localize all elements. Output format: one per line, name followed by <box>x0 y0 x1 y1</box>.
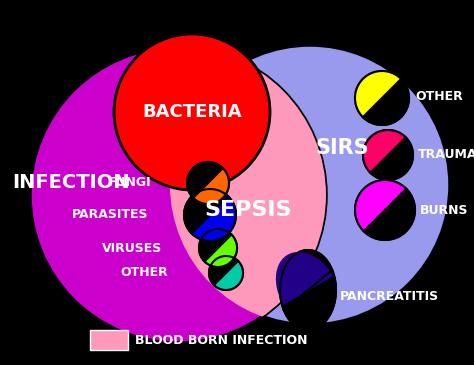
Polygon shape <box>276 253 332 304</box>
Text: BURNS: BURNS <box>420 204 468 216</box>
Circle shape <box>199 229 237 267</box>
Polygon shape <box>205 235 237 267</box>
Polygon shape <box>363 130 406 173</box>
Text: OTHER: OTHER <box>120 266 168 280</box>
Text: TRAUMA: TRAUMA <box>418 149 474 161</box>
Circle shape <box>170 45 450 325</box>
Circle shape <box>355 180 415 240</box>
Circle shape <box>114 34 270 190</box>
Circle shape <box>355 71 409 125</box>
Circle shape <box>209 256 243 290</box>
Text: VIRUSES: VIRUSES <box>102 242 162 254</box>
Text: PARASITES: PARASITES <box>72 208 148 222</box>
Ellipse shape <box>280 250 336 330</box>
Text: INFECTION: INFECTION <box>12 173 129 192</box>
Text: SIRS: SIRS <box>315 138 369 158</box>
Text: FUNGI: FUNGI <box>109 177 152 189</box>
Polygon shape <box>193 168 229 204</box>
Text: PANCREATITIS: PANCREATITIS <box>340 289 439 303</box>
Circle shape <box>30 47 326 343</box>
Polygon shape <box>355 71 401 117</box>
FancyBboxPatch shape <box>90 330 128 350</box>
Polygon shape <box>355 180 406 231</box>
Circle shape <box>184 189 236 241</box>
Text: BLOOD BORN INFECTION: BLOOD BORN INFECTION <box>135 334 308 346</box>
Circle shape <box>187 162 229 204</box>
Text: SEPSIS: SEPSIS <box>204 200 292 220</box>
Text: OTHER: OTHER <box>415 91 463 104</box>
Polygon shape <box>191 197 236 241</box>
Polygon shape <box>214 261 243 290</box>
Circle shape <box>363 130 413 180</box>
Circle shape <box>170 45 450 325</box>
Text: BACTERIA: BACTERIA <box>142 103 242 121</box>
